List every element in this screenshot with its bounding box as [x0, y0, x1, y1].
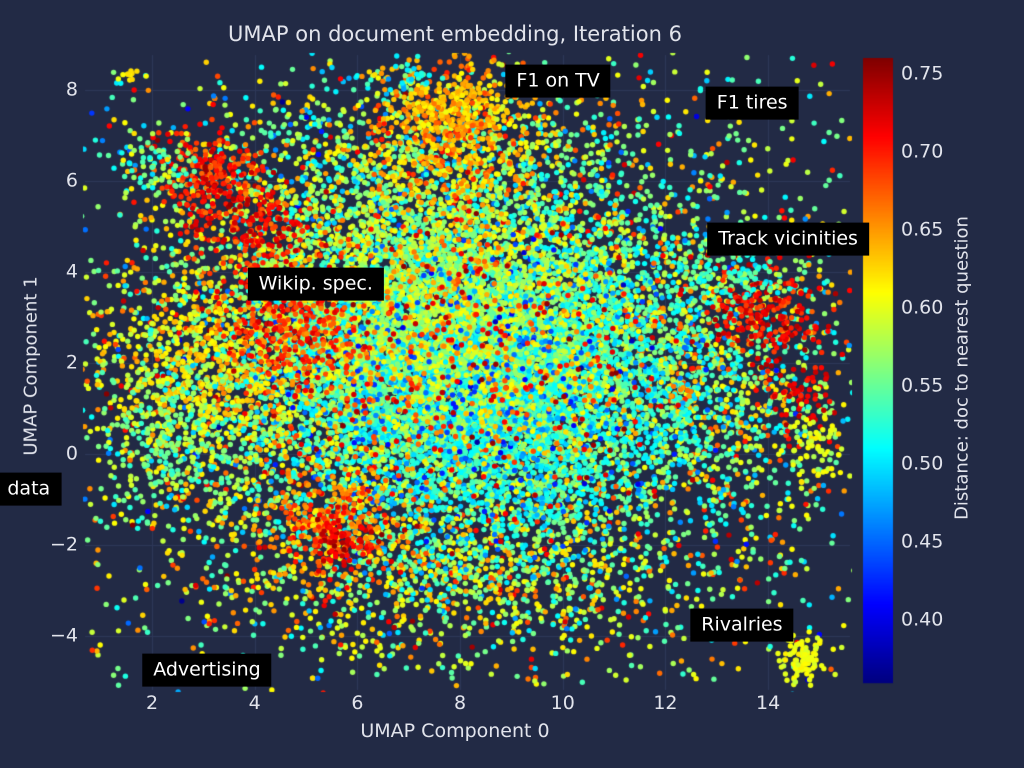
- x-axis-label: UMAP Component 0: [360, 720, 550, 742]
- colorbar-label: Distance: doc to nearest question: [951, 216, 973, 520]
- chart-title: UMAP on document embedding, Iteration 6: [228, 22, 682, 46]
- y-axis-label: UMAP Component 1: [20, 276, 42, 456]
